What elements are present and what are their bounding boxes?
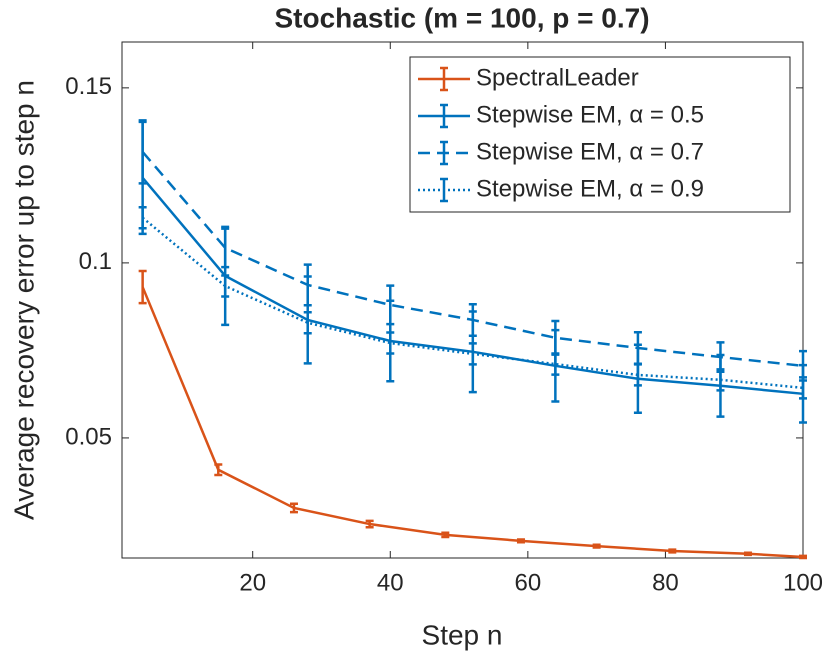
x-tick-label: 60 [514,569,541,596]
x-tick-label: 100 [783,569,823,596]
legend: SpectralLeader Stepwise EM, α = 0.5 Stepwi… [409,56,791,213]
error-bar [743,551,752,557]
legend-label: Stepwise EM, α = 0.9 [476,175,704,202]
legend-label: Stepwise EM, α = 0.7 [476,138,704,165]
error-bar [303,263,312,307]
error-bar [468,302,477,337]
error-bar [468,342,477,366]
error-bar [592,543,601,549]
error-bar [303,311,312,335]
error-bar [138,269,147,305]
legend-swatch [440,177,448,203]
error-bar [289,502,298,514]
legend-label: Stepwise EM, α = 0.5 [476,101,704,128]
error-bar [214,463,223,477]
error-bar [516,538,525,544]
x-tick-label: 40 [377,569,404,596]
legend-box [409,56,791,213]
y-tick-label: 0.05 [65,423,112,450]
x-axis-label: Step n [422,619,503,650]
legend-swatch [440,140,448,166]
x-tick-label: 20 [239,569,266,596]
chart-title: Stochastic (m = 100, p = 0.7) [274,2,649,33]
error-bar [799,554,807,560]
error-bar [441,531,450,539]
y-tick-label: 0.15 [65,73,112,100]
error-bar [799,376,807,400]
error-bar [668,548,677,554]
error-bar [633,363,642,387]
error-bar [716,368,725,392]
y-tick-label: 0.1 [79,248,112,275]
error-bar [365,519,374,529]
error-bar [138,119,147,185]
y-axis-label: Average recovery error up to step n [8,80,39,520]
legend-swatch [440,103,448,129]
series-line [141,286,804,559]
error-bar [221,227,230,269]
error-bar [386,284,395,326]
error-bar [138,205,147,230]
x-tick-label: 80 [652,569,679,596]
legend-label: SpectralLeader [476,64,639,91]
error-bar [551,352,560,376]
error-bar [221,274,230,298]
legend-swatch [440,66,448,92]
error-bar [386,331,395,355]
